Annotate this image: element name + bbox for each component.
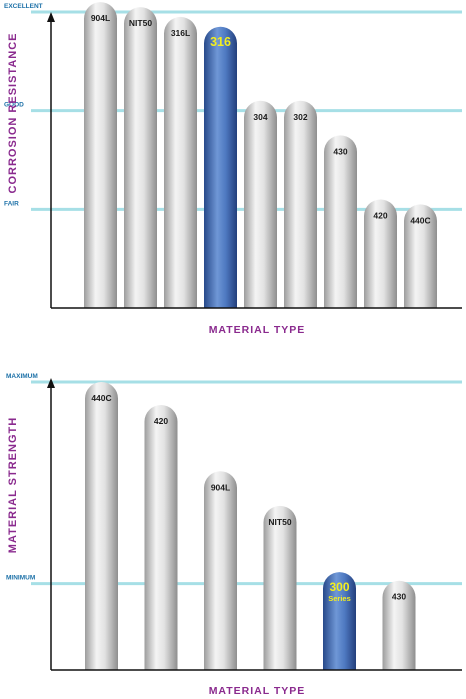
x-axis-title: MATERIAL TYPE [209, 685, 306, 697]
bar-label-316: 316 [210, 35, 231, 49]
bar-label-316l: 316L [171, 28, 190, 38]
bar-420 [364, 199, 397, 308]
bar-nit50 [263, 505, 297, 670]
bar-label-440c: 440C [410, 215, 430, 225]
bar-label-302: 302 [293, 112, 307, 122]
bar-label-nit50: NIT50 [268, 517, 291, 527]
bar-label-904l: 904L [211, 482, 230, 492]
bar-label-430: 430 [333, 146, 347, 156]
bar-904l [204, 471, 237, 670]
bar-label-420: 420 [154, 416, 168, 426]
y-axis-title: CORROSION RESISTANCE [7, 33, 19, 194]
y-tick-label-excellent: EXCELLENT [4, 3, 43, 10]
bar-420 [144, 405, 178, 670]
y-tick-label-fair: FAIR [4, 200, 19, 207]
bar-302 [284, 100, 317, 308]
y-axis-arrow [47, 12, 55, 22]
bar-430 [382, 580, 416, 670]
bar-label-440c: 440C [91, 393, 111, 403]
corrosion-resistance-chart: FAIR GOOD EXCELLENT 904L NIT50 316L 316 304 302 4… [4, 2, 462, 336]
bar-316l [164, 16, 197, 308]
bar-316 [204, 26, 237, 309]
bar-440c [85, 382, 118, 670]
bar-label-nit50: NIT50 [129, 18, 152, 28]
x-axis-title: MATERIAL TYPE [209, 324, 306, 336]
bar-904l [84, 2, 117, 309]
y-tick-label-minimum: MINIMUM [6, 575, 35, 582]
bar-440c [404, 204, 437, 308]
y-axis-title: MATERIAL STRENGTH [7, 417, 19, 553]
bar-label-420: 420 [373, 210, 387, 220]
bar-430 [324, 135, 357, 308]
bar-label-904l: 904L [91, 13, 110, 23]
bar-label-304: 304 [253, 112, 267, 122]
bar-304 [244, 100, 277, 308]
bar-300 [323, 572, 356, 670]
bar-label-430: 430 [392, 592, 406, 602]
bar-nit50 [124, 7, 157, 308]
bar-label-300: 300 [329, 580, 349, 594]
bar-sublabel-300: Series [328, 594, 351, 603]
y-axis-arrow [47, 378, 55, 388]
y-tick-label-maximum: MAXIMUM [6, 373, 38, 380]
y-tick-label-good: GOOD [4, 102, 24, 109]
